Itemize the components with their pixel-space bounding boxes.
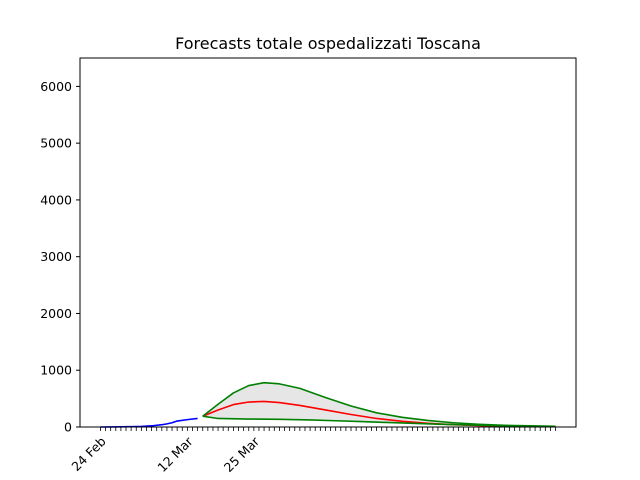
- y-tick-label: 6000: [40, 79, 72, 94]
- y-tick-label: 1000: [40, 363, 72, 378]
- y-tick-label: 2000: [40, 306, 72, 321]
- confidence-band: [202, 382, 556, 427]
- y-tick-label: 4000: [40, 192, 72, 207]
- plot-area: [100, 381, 556, 428]
- series-line-upper: [202, 381, 556, 428]
- y-tick-label: 0: [64, 420, 72, 435]
- series-line-lower: [202, 415, 556, 428]
- y-axis: 0 1000 2000 3000 4000 5000 6000: [40, 79, 80, 435]
- y-tick-label: 3000: [40, 249, 72, 264]
- y-tick-label: 5000: [40, 136, 72, 151]
- chart-title: Forecasts totale ospedalizzati Toscana: [175, 34, 481, 53]
- axes-frame: [79, 57, 577, 428]
